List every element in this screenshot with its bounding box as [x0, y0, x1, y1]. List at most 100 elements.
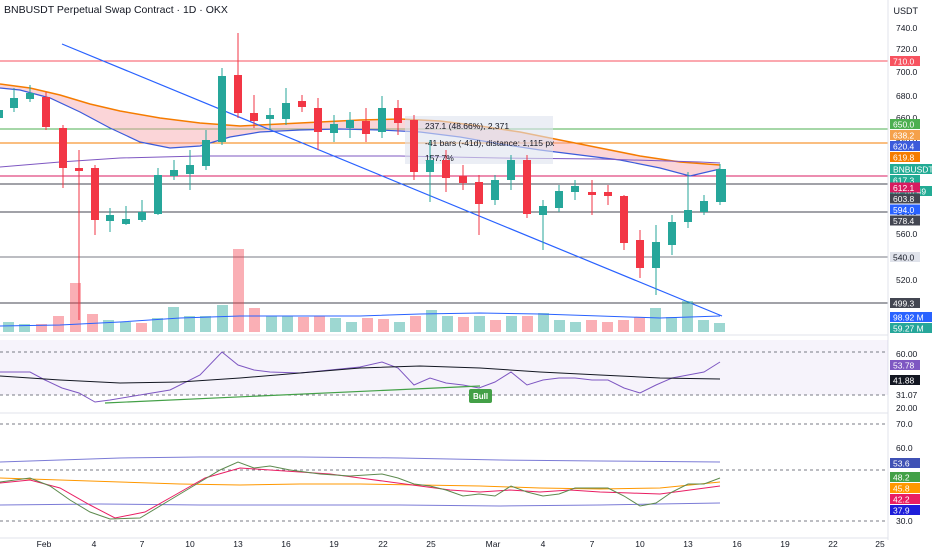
bull-badge[interactable] — [469, 389, 492, 403]
osc-tag-bg — [890, 483, 920, 493]
price-tag-bg — [890, 215, 920, 226]
price-tick-label: 560.0 — [896, 229, 918, 239]
price-tag: 499.3 — [893, 299, 915, 309]
rsi-tags: 53.78 41.88 — [890, 360, 920, 386]
price-tag-bg — [890, 298, 920, 308]
date-tick-label: 10 — [635, 539, 645, 549]
rsi-tag-bg — [890, 375, 920, 385]
rsi-line — [0, 351, 721, 403]
osc-tag: 48.2 — [893, 473, 910, 483]
price-tag-bg — [890, 193, 920, 204]
price-tag: BNBUSDT.P — [893, 165, 932, 175]
measure-line-2: -41 bars (-41d), distance: 1,115 px — [425, 138, 555, 148]
ma-long-line — [0, 155, 721, 168]
osc-tag: 53.6 — [893, 459, 910, 469]
price-tag-bg — [890, 252, 920, 262]
date-tick-label: 22 — [828, 539, 838, 549]
currency-label[interactable]: USDT — [893, 6, 919, 16]
price-tag-bg — [890, 323, 932, 333]
osc-axis: 70.0 60.0 30.0 — [896, 419, 913, 526]
rsi-tick-label: 31.07 — [896, 390, 918, 400]
rsi-tag: 41.88 — [893, 376, 915, 386]
date-tick-label: 7 — [140, 539, 145, 549]
ma-cloud — [0, 84, 720, 176]
volume-ma-line — [0, 312, 721, 327]
ma-slow-line — [0, 83, 721, 166]
price-tag: 98.92 M — [893, 313, 924, 323]
price-tag-bg — [890, 175, 920, 185]
price-tag-bg — [890, 312, 932, 322]
date-tick-label: 7 — [590, 539, 595, 549]
osc-tag-bg — [890, 472, 920, 482]
rsi-ma-line — [0, 365, 721, 384]
price-tag: 603.8 — [893, 194, 915, 204]
osc-upper-envelope — [0, 456, 721, 463]
bull-label: Bull — [473, 392, 488, 401]
price-tag-bg — [890, 119, 920, 129]
price-tag: 650.0 — [893, 120, 915, 130]
date-tick-label: 13 — [683, 539, 693, 549]
osc-tick-label: 30.0 — [896, 516, 913, 526]
price-tick-label: 660.0 — [896, 113, 918, 123]
price-tag: 578.4 — [893, 216, 915, 226]
price-tag: 594.0 — [893, 205, 915, 215]
chart-title: BNBUSDT Perpetual Swap Contract · 1D · O… — [4, 4, 228, 16]
date-tick-label: 25 — [426, 539, 436, 549]
price-tag: 540.0 — [893, 253, 915, 263]
price-tag-bg — [890, 182, 920, 193]
price-tag: 59.27 M — [893, 324, 924, 334]
price-tag: 620.4 — [893, 142, 915, 152]
price-tag: 612.1 — [893, 183, 915, 193]
osc-pink-line — [0, 467, 721, 519]
price-tags: 710.0650.0638.2620.4619.8BNBUSDT.P617.30… — [890, 56, 932, 334]
price-tag: 710.0 — [893, 57, 915, 67]
price-tick-label: 520.0 — [896, 275, 918, 285]
date-tick-label: 4 — [92, 539, 97, 549]
osc-tick-label: 70.0 — [896, 419, 913, 429]
osc-lower-envelope — [0, 502, 721, 507]
price-tag: 617.3 — [893, 176, 915, 186]
date-tick-label: Feb — [37, 539, 52, 549]
trend-line[interactable] — [61, 43, 723, 317]
osc-tick-label: 60.0 — [896, 443, 913, 453]
osc-tag-bg — [890, 494, 920, 504]
volume-bars — [3, 249, 725, 332]
date-tick-label: 13 — [233, 539, 243, 549]
price-tag-bg — [890, 152, 920, 162]
osc-tag: 37.9 — [893, 506, 910, 516]
price-tag: 619.8 — [893, 153, 915, 163]
measure-line-3: 157.7% — [425, 153, 454, 163]
date-tick-label: 25 — [875, 539, 885, 549]
osc-tag: 42.2 — [893, 495, 910, 505]
price-tick-label: 720.0 — [896, 44, 918, 54]
rsi-axis: 60.00 31.07 20.00 — [896, 349, 918, 413]
candlesticks — [0, 33, 726, 320]
rsi-band — [0, 340, 888, 395]
date-tick-label: 22 — [378, 539, 388, 549]
rsi-tag: 53.78 — [893, 361, 915, 371]
date-tick-label: 16 — [732, 539, 742, 549]
rsi-tick-label: 20.00 — [896, 403, 918, 413]
osc-tag: 45.8 — [893, 484, 910, 494]
price-tick-label: 740.0 — [896, 23, 918, 33]
osc-tag-bg — [890, 458, 920, 468]
bull-divergence-line — [104, 385, 481, 404]
price-tag-bg — [890, 204, 920, 215]
measure-line-1: 237.1 (48.66%), 2,371 — [425, 121, 509, 131]
date-tick-label: 10 — [185, 539, 195, 549]
time-axis[interactable]: Feb 4 7 10 13 16 19 22 25 Mar 4 7 10 13 16 19 22 25 — [37, 539, 885, 549]
price-tag-bg — [890, 141, 920, 151]
ma-fast-line — [0, 87, 721, 177]
price-tag-bg — [890, 164, 932, 174]
date-tick-label: 19 — [329, 539, 339, 549]
date-tick-label: 16 — [281, 539, 291, 549]
osc-tags: 53.6 48.245.842.237.9 — [890, 458, 920, 516]
rsi-tick-label: 60.00 — [896, 349, 918, 359]
price-tag-bg — [890, 56, 920, 66]
osc-green-line — [0, 461, 721, 520]
osc-tag-bg — [890, 505, 920, 515]
price-tick-label: 700.0 — [896, 67, 918, 77]
date-tick-label: 4 — [541, 539, 546, 549]
date-tick-label: 19 — [780, 539, 790, 549]
